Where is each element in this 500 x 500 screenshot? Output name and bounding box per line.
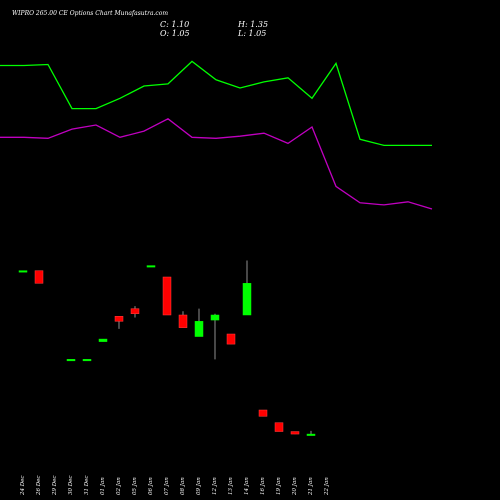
x-tick-label: 20 Jan xyxy=(292,477,298,496)
candle-body xyxy=(290,431,300,435)
x-tick-label: 06 Jan xyxy=(148,477,154,495)
x-axis-ticks: 24 Dec 26 Dec 29 Dec 30 Dec 31 Dec 01 Jan 02 J… xyxy=(20,476,330,497)
x-tick-label: 07 Jan xyxy=(164,477,170,495)
x-tick-label: 24 Dec xyxy=(20,476,26,497)
candle-body xyxy=(146,265,156,268)
x-tick-label: 19 Jan xyxy=(276,477,282,495)
candle-body xyxy=(178,314,188,328)
x-tick-label: 29 Dec xyxy=(52,476,58,497)
x-tick-label: 22 Jan xyxy=(324,477,330,496)
x-tick-label: 08 Jan xyxy=(180,477,186,495)
candle-body xyxy=(98,338,108,342)
x-tick-label: 16 Jan xyxy=(260,477,266,495)
candle-body xyxy=(194,321,204,337)
candle-body xyxy=(258,409,268,417)
indicator-lines xyxy=(0,60,433,210)
candle-body xyxy=(34,270,44,284)
high-value: H: 1.35 xyxy=(237,20,268,29)
candle-body xyxy=(242,283,252,316)
x-tick-label: 01 Jan xyxy=(100,477,106,495)
green-line xyxy=(0,60,432,147)
x-tick-label: 21 Jan xyxy=(308,477,314,496)
x-tick-label: 05 Jan xyxy=(132,477,138,495)
candle-body xyxy=(130,308,140,314)
open-value: O: 1.05 xyxy=(160,29,190,38)
close-value: C: 1.10 xyxy=(160,20,189,29)
x-tick-label: 02 Jan xyxy=(116,477,122,495)
x-tick-label: 26 Dec xyxy=(36,476,42,497)
chart-title: WIPRO 265.00 CE Options Chart Munafasutr… xyxy=(12,10,168,17)
x-tick-label: 13 Jan xyxy=(228,477,234,495)
candle-body xyxy=(210,314,220,321)
x-tick-label: 30 Dec xyxy=(68,476,74,496)
candle-body xyxy=(82,359,92,362)
candle-body xyxy=(274,422,284,432)
x-tick-label: 09 Jan xyxy=(196,477,202,495)
candle-body xyxy=(18,270,28,273)
low-value: L: 1.05 xyxy=(237,29,266,38)
candle-body xyxy=(226,333,236,345)
purple-line xyxy=(0,118,433,210)
x-tick-label: 14 Jan xyxy=(244,477,250,495)
candle-body xyxy=(114,316,124,322)
candle-body xyxy=(306,433,316,436)
x-tick-label: 12 Jan xyxy=(212,477,218,495)
x-tick-label: 31 Dec xyxy=(84,476,90,496)
candle-body xyxy=(66,359,76,362)
candles xyxy=(18,260,316,436)
candle-body xyxy=(162,276,172,316)
